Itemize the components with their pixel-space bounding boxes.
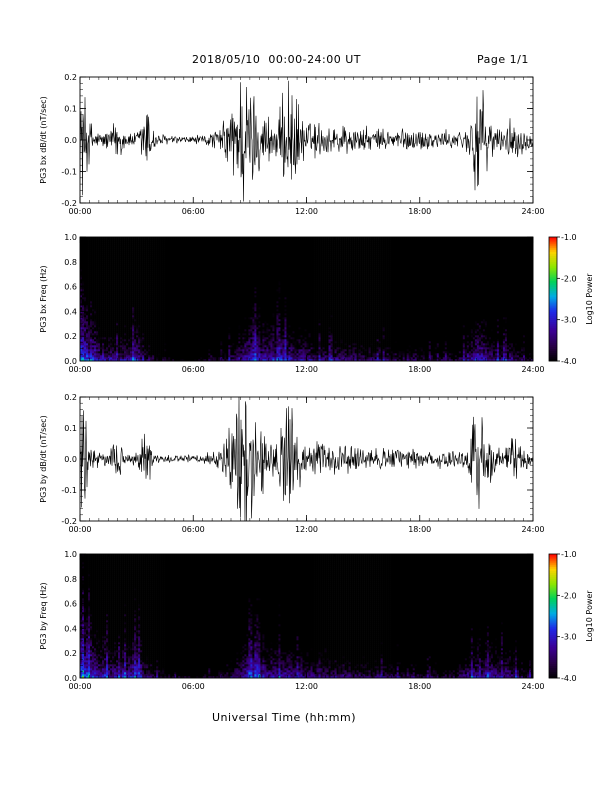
y-tick-label: 0.6	[64, 600, 77, 609]
colorbar: -1.0 -2.0 -3.0 -4.0 Log10 Power	[548, 233, 594, 366]
y-tick-label: -0.2	[61, 517, 77, 526]
x-tick-label: 00:00	[68, 682, 91, 691]
colorbar-tick-label: -3.0	[561, 316, 577, 325]
colorbar-label: Log10 Power	[585, 590, 594, 642]
y-axis-label: PG3 bx dB/dt (nT/sec)	[39, 96, 48, 183]
panel-4: -1.0 -2.0 -3.0 -4.0 Log10 Power 1.0 0.8 0.6 0.4 0…	[39, 550, 594, 691]
y-tick-label: 0.4	[64, 307, 77, 316]
waveform-trace	[80, 397, 533, 521]
x-tick-label: 12:00	[295, 525, 318, 534]
waveform-trace	[80, 80, 533, 202]
colorbar-tick-label: -4.0	[561, 357, 577, 366]
y-tick-label: 0.8	[64, 258, 77, 267]
x-tick-label: 06:00	[182, 207, 205, 216]
y-tick-label: 0.6	[64, 283, 77, 292]
y-tick-label: -0.1	[61, 168, 77, 177]
y-axis-label: PG3 bx Freq (Hz)	[39, 265, 48, 332]
panel-2: -1.0 -2.0 -3.0 -4.0 Log10 Power 1.0 0.8 0.6 0.4 0…	[39, 233, 594, 374]
page-number: Page 1/1	[477, 53, 529, 66]
x-tick-label: 24:00	[521, 365, 544, 374]
x-tick-label: 12:00	[295, 207, 318, 216]
page-title: 2018/05/10 00:00-24:00 UT	[192, 53, 361, 66]
colorbar-tick-label: -2.0	[561, 591, 577, 600]
spectrogram	[80, 237, 534, 362]
y-tick-label: 0.0	[64, 674, 77, 683]
x-tick-label: 24:00	[521, 525, 544, 534]
x-tick-label: 00:00	[68, 207, 91, 216]
y-tick-label: 0.8	[64, 575, 77, 584]
y-tick-label: 0.2	[64, 649, 77, 658]
x-tick-label: 18:00	[408, 365, 431, 374]
colorbar: -1.0 -2.0 -3.0 -4.0 Log10 Power	[548, 550, 594, 683]
y-axis-label: PG3 by dB/dt (nT/sec)	[39, 415, 48, 502]
panel-1: 0.2 0.1 0.0 -0.1 -0.200:00 06:00 12:00 18:00 24:…	[39, 73, 545, 216]
x-tick-label: 00:00	[68, 365, 91, 374]
y-tick-label: 1.0	[64, 550, 77, 559]
colorbar-tick-label: -1.0	[561, 550, 577, 559]
colorbar-tick-label: -4.0	[561, 674, 577, 683]
y-tick-label: 0.0	[64, 136, 77, 145]
colorbar-tick-label: -2.0	[561, 274, 577, 283]
colorbar-tick-label: -1.0	[561, 233, 577, 242]
y-tick-label: 0.1	[64, 424, 77, 433]
x-tick-label: 24:00	[521, 207, 544, 216]
x-tick-label: 06:00	[182, 365, 205, 374]
colorbar-tick-label: -3.0	[561, 633, 577, 642]
x-tick-label: 24:00	[521, 682, 544, 691]
y-tick-label: -0.1	[61, 486, 77, 495]
x-tick-label: 06:00	[182, 525, 205, 534]
x-tick-label: 18:00	[408, 525, 431, 534]
x-tick-label: 00:00	[68, 525, 91, 534]
y-tick-label: -0.2	[61, 199, 77, 208]
spectrogram	[80, 554, 534, 679]
x-tick-label: 18:00	[408, 207, 431, 216]
y-tick-label: 0.1	[64, 105, 77, 114]
y-tick-label: 0.2	[64, 332, 77, 341]
y-tick-label: 0.2	[64, 393, 77, 402]
y-tick-label: 0.0	[64, 455, 77, 464]
y-tick-label: 0.4	[64, 624, 77, 633]
colorbar-label: Log10 Power	[585, 273, 594, 325]
x-tick-label: 12:00	[295, 682, 318, 691]
panel-3: 0.2 0.1 0.0 -0.1 -0.200:00 06:00 12:00 18:00 24:…	[39, 393, 545, 534]
y-tick-label: 0.2	[64, 73, 77, 82]
x-tick-label: 12:00	[295, 365, 318, 374]
y-tick-label: 1.0	[64, 233, 77, 242]
x-tick-label: 18:00	[408, 682, 431, 691]
y-tick-label: 0.0	[64, 357, 77, 366]
x-axis-label: Universal Time (hh:mm)	[212, 711, 356, 724]
x-tick-label: 06:00	[182, 682, 205, 691]
y-axis-label: PG3 by Freq (Hz)	[39, 582, 48, 649]
